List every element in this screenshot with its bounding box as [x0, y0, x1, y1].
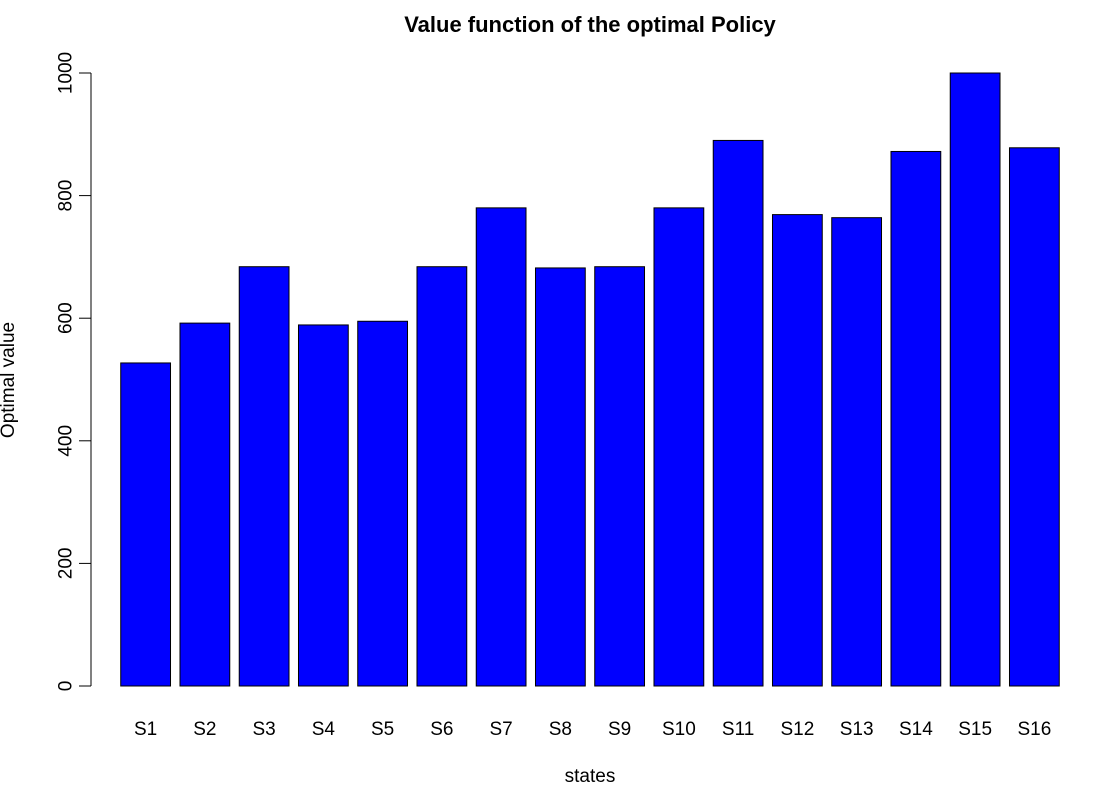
bar-s8	[534, 267, 586, 687]
bar-s11	[712, 139, 764, 687]
bar-s9	[594, 266, 646, 687]
x-tick-label: S3	[253, 719, 276, 740]
bar-s5	[357, 320, 409, 687]
x-tick-label: S11	[722, 719, 754, 740]
chart-title: Value function of the optimal Policy	[404, 12, 776, 37]
y-tick-label: 0	[56, 681, 77, 692]
x-tick-label: S2	[193, 719, 216, 740]
bar-s3	[238, 266, 290, 687]
x-tick-label: S12	[780, 719, 814, 740]
x-tick-label: S8	[549, 719, 572, 740]
x-tick-label: S9	[608, 719, 631, 740]
y-tick-label: 600	[56, 302, 77, 334]
y-axis: 0 200 400 600 800 1000	[56, 52, 92, 692]
x-tick-label: S7	[490, 719, 513, 740]
bar-s13	[831, 217, 883, 687]
x-tick-label: S13	[840, 719, 874, 740]
bar-s12	[771, 214, 823, 687]
x-tick-label: S10	[662, 719, 696, 740]
x-axis-label: states	[565, 766, 616, 787]
x-tick-label: S5	[371, 719, 394, 740]
x-tick-label: S6	[430, 719, 453, 740]
y-tick-label: 1000	[56, 52, 77, 94]
y-tick-label: 200	[56, 548, 77, 580]
x-tick-label: S14	[899, 719, 933, 740]
x-tick-label: S16	[1017, 719, 1051, 740]
bar-s16	[1008, 147, 1060, 687]
x-tick-labels: S1 S2 S3 S4 S5 S6 S7 S8 S9 S10 S11 S12 S13 S14 S15 S16	[134, 719, 1051, 740]
y-axis-label: Optimal value	[0, 322, 19, 438]
bar-s10	[653, 207, 705, 687]
bars-group	[120, 72, 1060, 687]
x-tick-label: S1	[134, 719, 157, 740]
x-tick-label: S4	[312, 719, 336, 740]
bar-s4	[297, 324, 349, 687]
bar-s1	[120, 362, 172, 687]
bar-s2	[179, 322, 231, 687]
y-tick-label: 800	[56, 180, 77, 212]
bar-s6	[416, 266, 468, 687]
bar-s14	[890, 150, 942, 687]
y-tick-label: 400	[56, 425, 77, 457]
bar-s15	[949, 72, 1001, 687]
bar-s7	[475, 207, 527, 687]
x-tick-label: S15	[958, 719, 992, 740]
